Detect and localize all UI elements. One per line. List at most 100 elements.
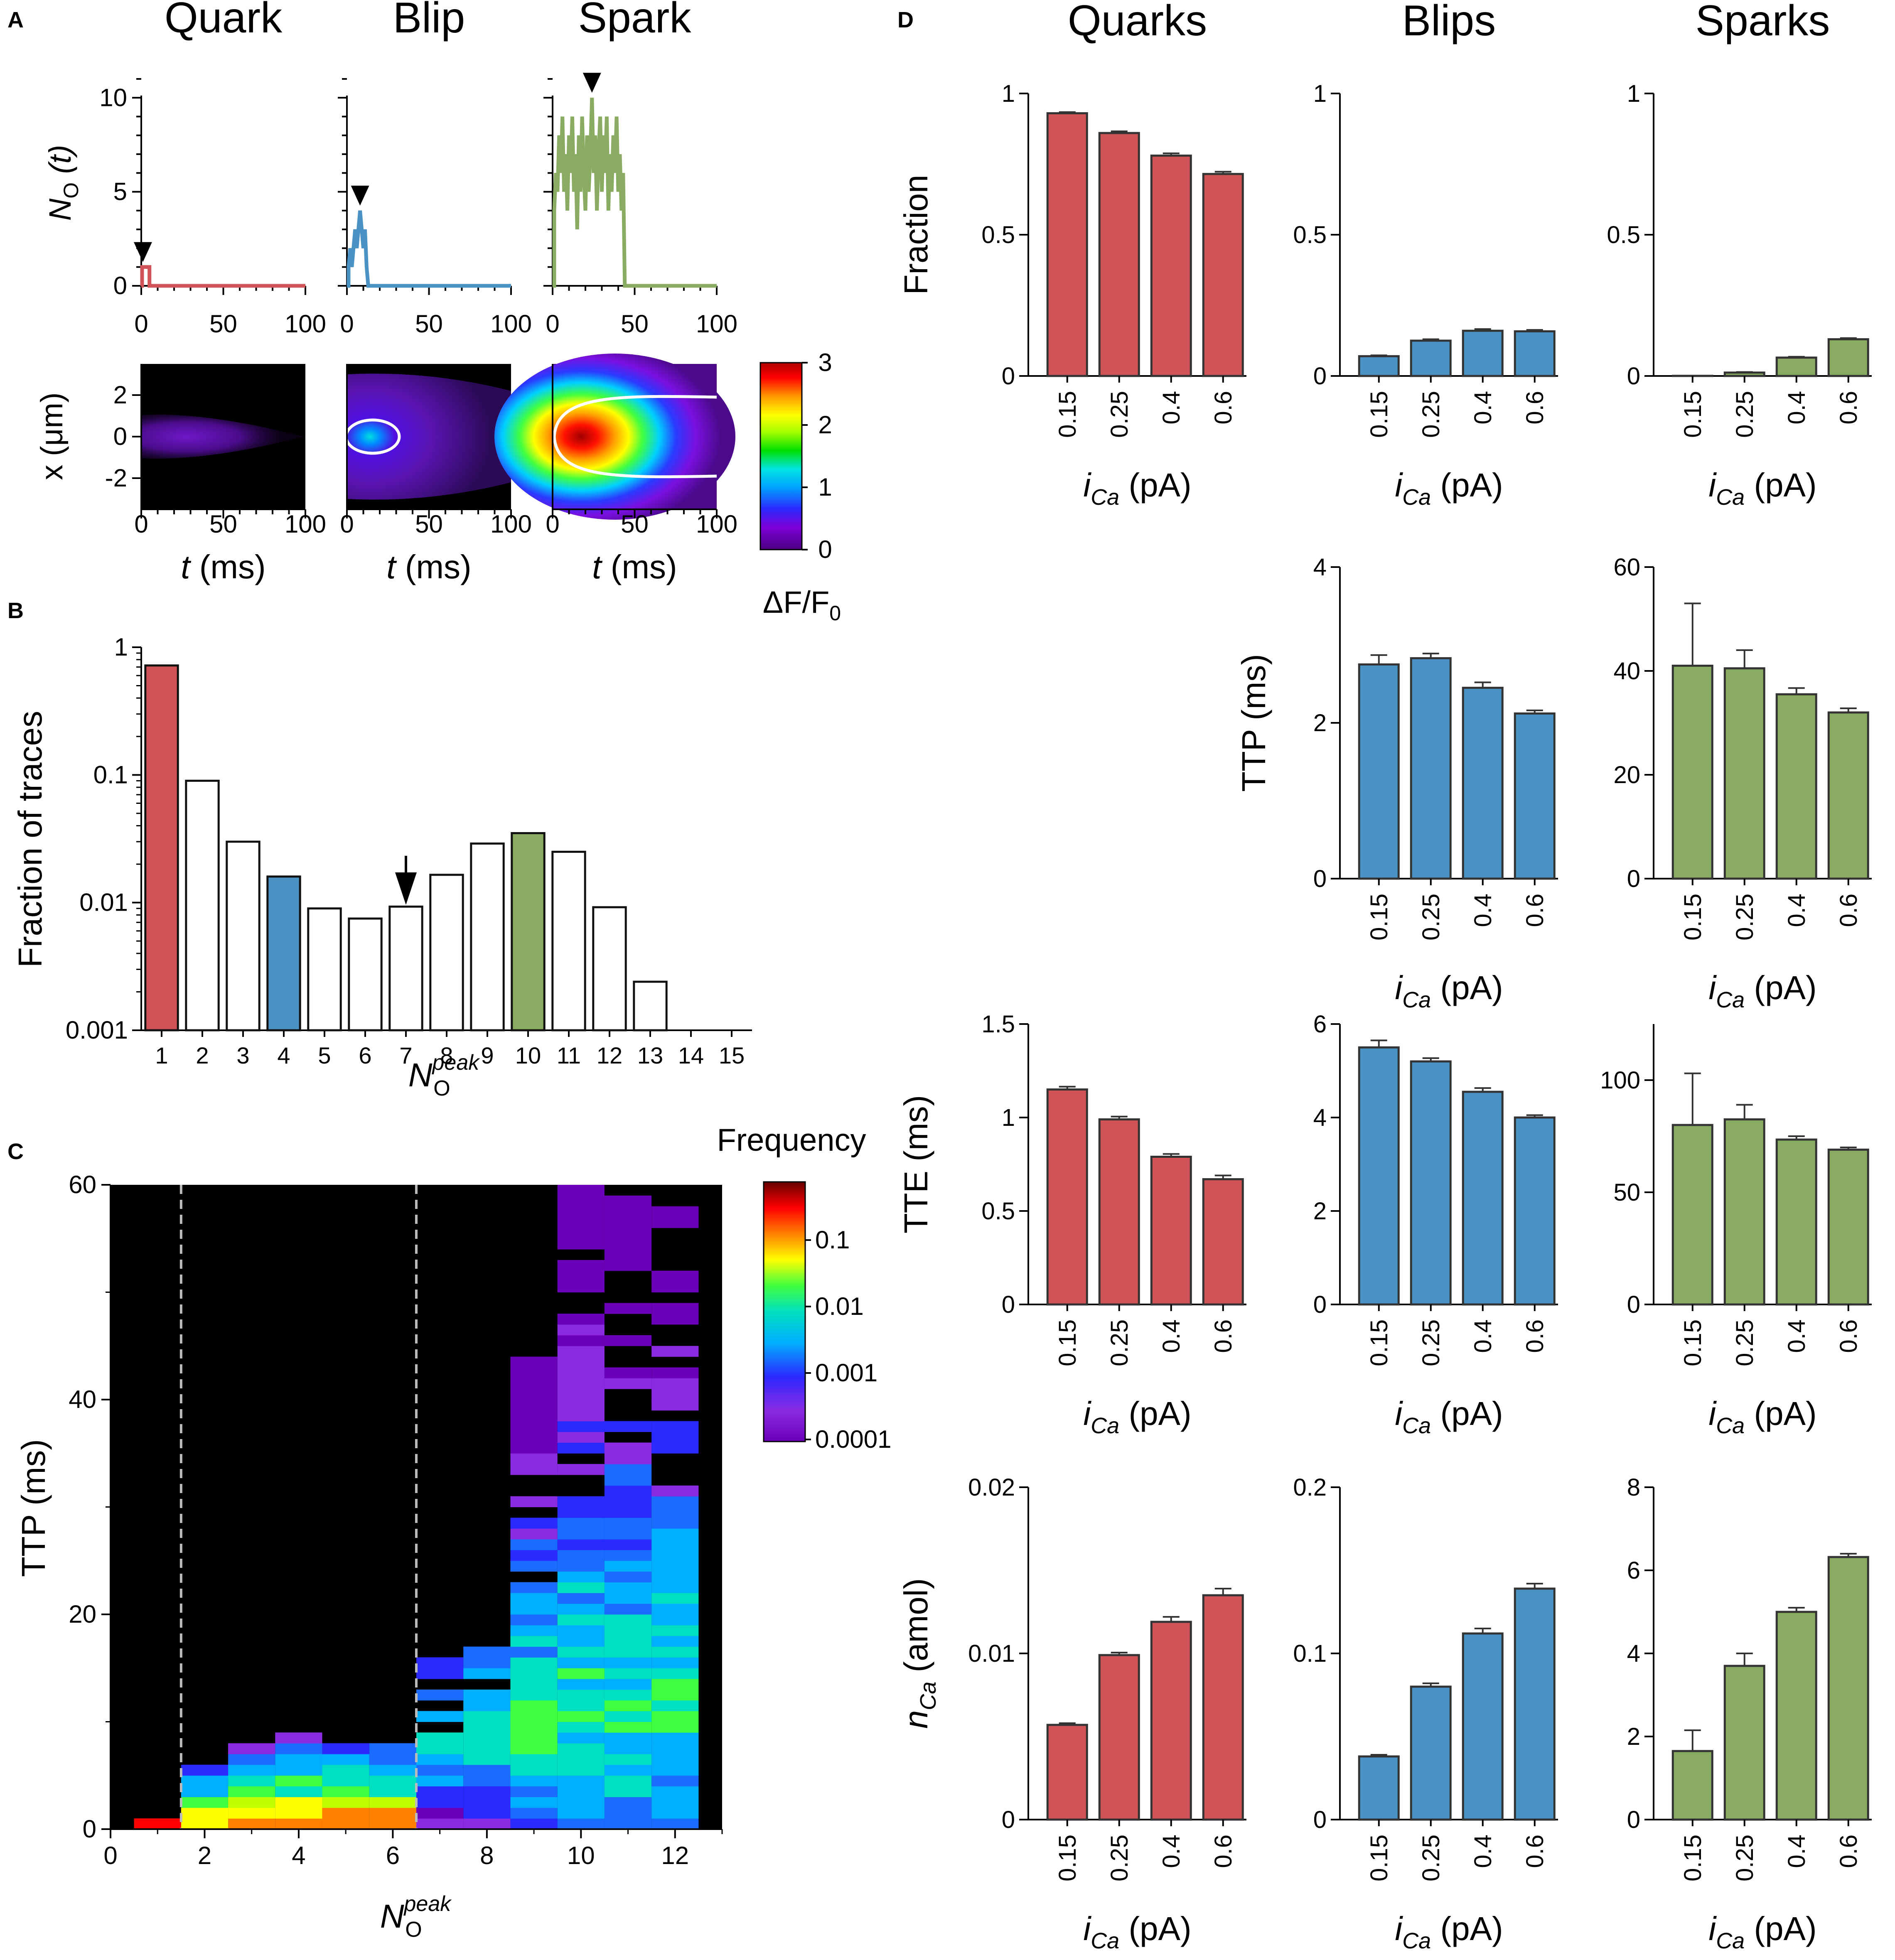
- x-tick-label: 100: [490, 310, 532, 338]
- heatmap-cell: [604, 1474, 652, 1486]
- heatmap-cell: [651, 1593, 699, 1604]
- heatmap-cell: [322, 1818, 369, 1830]
- x-label-rest: (pA): [1745, 1395, 1816, 1432]
- heatmap-cell: [651, 1281, 699, 1292]
- x-tick-label: 0.4: [1158, 1835, 1185, 1868]
- heatmap-cell: [651, 1797, 699, 1808]
- heatmap-cell: [604, 1582, 652, 1593]
- heatmap-cell: [557, 1775, 605, 1787]
- y-tick-label: 0: [1313, 865, 1327, 892]
- heatmap-cell: [510, 1453, 558, 1464]
- heatmap-cell: [322, 1797, 369, 1808]
- bar-0.6: [1827, 338, 1869, 377]
- heatmap-cell: [416, 1668, 464, 1679]
- x-tick-label: 0.6: [1210, 1835, 1237, 1868]
- y-tick-label: 5: [113, 178, 127, 206]
- y-tick-label: 0.01: [968, 1640, 1015, 1667]
- x-tick-label: 12: [661, 1842, 689, 1869]
- x-tick-label: 0.6: [1521, 391, 1548, 425]
- y-tick-label: 0.001: [66, 1016, 128, 1044]
- y-tick-label: 20: [1613, 761, 1640, 788]
- bar-0.15: [1046, 112, 1088, 377]
- bar-0.15: [1358, 663, 1400, 880]
- heatmap-cell: [369, 1775, 416, 1787]
- heatmap-cell: [463, 1775, 511, 1787]
- heatmap-cell: [651, 1539, 699, 1550]
- bar-7: [388, 905, 423, 1032]
- bar-0.25: [1723, 1118, 1765, 1306]
- x-tick-label: 6: [386, 1842, 400, 1869]
- bar-0.6: [1827, 1556, 1869, 1821]
- x-tick-label: 0.15: [1679, 391, 1706, 438]
- heatmap-cell: [510, 1464, 558, 1475]
- bar-0.15: [1358, 1755, 1400, 1821]
- y-tick-label: 10: [99, 84, 127, 111]
- bar-3: [226, 840, 261, 1032]
- heatmap-cell: [651, 1679, 699, 1690]
- heatmap-cell: [557, 1528, 605, 1540]
- linescan-y-label: x (μm): [34, 392, 69, 480]
- colorbar-tick-label: 0.1: [815, 1226, 850, 1254]
- heatmap-cell: [228, 1743, 275, 1754]
- heatmap-cell: [322, 1808, 369, 1819]
- x-label: iCa (pA): [1708, 1910, 1816, 1953]
- heatmap-cell: [604, 1485, 652, 1497]
- x-tick-label: 0.6: [1521, 1835, 1548, 1868]
- x-tick-label: 0.15: [1366, 894, 1393, 941]
- x-label-n: N: [380, 1898, 404, 1935]
- heatmap-cell: [604, 1260, 652, 1271]
- heatmap-cell: [651, 1528, 699, 1540]
- x-tick-label: 0.15: [1679, 1319, 1706, 1366]
- linescan-spark: [494, 354, 735, 520]
- x-label: iCa (pA): [1395, 467, 1503, 510]
- x-tick-label: 0.4: [1783, 391, 1810, 425]
- x-tick-label: 12: [597, 1042, 622, 1068]
- x-tick-label: 6: [359, 1042, 371, 1068]
- y-tick-label: 0: [83, 1815, 96, 1843]
- heatmap-cell: [510, 1722, 558, 1733]
- bar-0.4: [1150, 1156, 1192, 1306]
- x-tick-label: 50: [621, 510, 649, 538]
- x-label-i: i: [1395, 467, 1403, 504]
- y-tick-label: 1: [1313, 80, 1327, 107]
- heatmap-cell: [604, 1539, 652, 1550]
- panel-c: 0 2 4 6 8 10 12 0 20 40 60 TTP (ms) Npeak O 0.1 0.01 0.0…: [15, 1122, 892, 1942]
- heatmap-cell: [604, 1217, 652, 1228]
- x-tick-label: 0.4: [1783, 894, 1810, 927]
- heatmap-cell: [604, 1442, 652, 1454]
- heatmap-cell: [651, 1206, 699, 1218]
- heatmap-cell: [228, 1775, 275, 1787]
- heatmap-cell: [604, 1518, 652, 1529]
- linescan-quark: [141, 415, 304, 459]
- bar-0.15: [1671, 1124, 1713, 1306]
- heatmap-cell: [651, 1571, 699, 1582]
- heatmap-cell: [510, 1378, 558, 1389]
- heatmap-cell: [604, 1732, 652, 1744]
- x-tick-label: 50: [209, 310, 237, 338]
- x-label-i: i: [1708, 467, 1717, 504]
- x-label-rest: (pA): [1745, 969, 1816, 1006]
- trace-blip: [347, 210, 511, 288]
- x-label: iCa (pA): [1083, 467, 1191, 510]
- heatmap-cell: [604, 1764, 652, 1776]
- heatmap-cell: [557, 1195, 605, 1207]
- y-tick-label: 0: [1313, 1291, 1327, 1318]
- peak-arrow-quark: [133, 242, 152, 262]
- heatmap-cell: [510, 1797, 558, 1808]
- bar-10: [511, 832, 546, 1032]
- heatmap-cell: [275, 1808, 322, 1819]
- x-tick-label: 9: [481, 1042, 494, 1068]
- x-label-sub: O: [433, 1076, 450, 1100]
- x-label-i: i: [1083, 1910, 1091, 1947]
- heatmap-cell: [604, 1743, 652, 1754]
- heatmap-cell: [275, 1797, 322, 1808]
- bar-0.6: [1827, 1148, 1869, 1306]
- heatmap-cell: [557, 1818, 605, 1830]
- bar-0.25: [1098, 1654, 1140, 1821]
- bar-2: [185, 779, 220, 1032]
- heatmap-cell: [181, 1764, 229, 1776]
- bar-0.4: [1775, 356, 1817, 377]
- heatmap-cell: [134, 1818, 181, 1830]
- x-tick-label: 0.4: [1470, 391, 1497, 425]
- bar-0.25: [1410, 657, 1452, 880]
